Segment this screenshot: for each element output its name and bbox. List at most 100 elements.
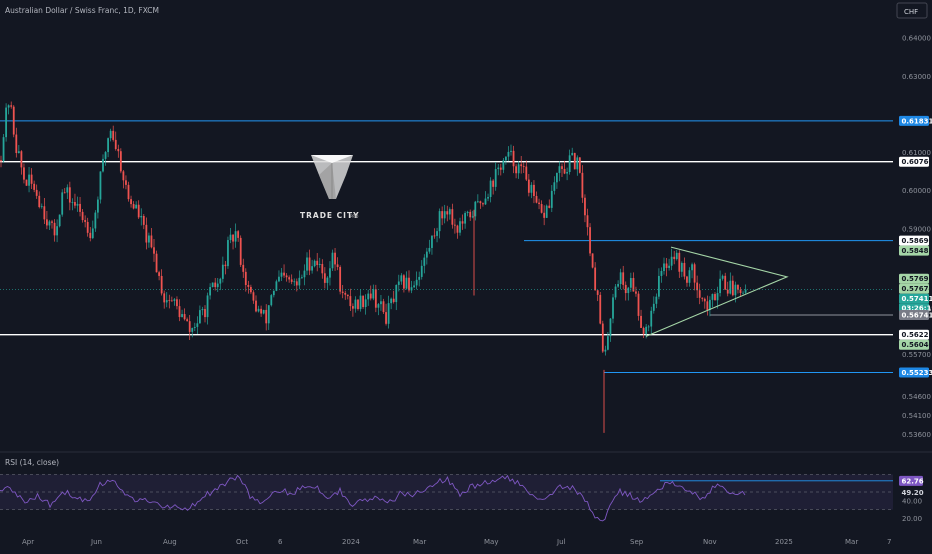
candle-body bbox=[467, 212, 469, 213]
candle-body bbox=[273, 291, 275, 295]
candle-body bbox=[701, 298, 703, 299]
candle-body bbox=[347, 295, 349, 296]
candle-body bbox=[714, 294, 716, 300]
candle-body bbox=[212, 283, 214, 287]
candle-body bbox=[288, 277, 290, 279]
candle-body bbox=[566, 172, 568, 174]
candle-body bbox=[235, 231, 237, 241]
candle-body bbox=[263, 310, 265, 314]
candle-body bbox=[630, 278, 632, 288]
candle-body bbox=[385, 312, 387, 324]
candle-body bbox=[505, 157, 507, 161]
candle-body bbox=[5, 108, 7, 138]
candle-body bbox=[497, 168, 499, 169]
candle-body bbox=[717, 293, 719, 300]
candle-body bbox=[541, 204, 543, 213]
candle-body bbox=[41, 206, 43, 207]
candle-body bbox=[518, 164, 520, 173]
candle-body bbox=[525, 167, 527, 180]
candle-body bbox=[0, 160, 2, 161]
candle-body bbox=[51, 221, 53, 222]
watermark-brand-suffix: PRO bbox=[350, 214, 358, 219]
time-tick-label: 7 bbox=[887, 538, 891, 546]
currency-button-label[interactable]: CHF bbox=[904, 8, 918, 16]
time-tick-label: Oct bbox=[236, 538, 248, 546]
candle-body bbox=[191, 328, 193, 332]
candle-body bbox=[64, 192, 66, 193]
time-tick-label: 6 bbox=[278, 538, 283, 546]
candle-body bbox=[66, 187, 68, 192]
candle-body bbox=[393, 299, 395, 302]
candle-body bbox=[10, 105, 12, 106]
candle-body bbox=[306, 258, 308, 271]
candle-body bbox=[321, 264, 323, 273]
candle-body bbox=[334, 253, 336, 265]
candle-body bbox=[31, 175, 33, 184]
time-tick-label: Sep bbox=[630, 538, 644, 546]
candle-body bbox=[612, 297, 614, 318]
candle-body bbox=[551, 191, 553, 208]
candle-body bbox=[686, 277, 688, 283]
time-tick-label: Nov bbox=[703, 538, 717, 546]
price-tag-label: 0.58690 bbox=[902, 237, 932, 245]
candle-body bbox=[515, 166, 517, 173]
price-tag-label: 0.56040 bbox=[902, 341, 932, 349]
candle-body bbox=[492, 181, 494, 187]
candle-body bbox=[79, 204, 81, 212]
candle-body bbox=[513, 151, 515, 166]
candle-body bbox=[8, 105, 10, 107]
candle-body bbox=[355, 300, 357, 309]
candle-body bbox=[168, 300, 170, 301]
candle-body bbox=[658, 276, 660, 297]
candle-body bbox=[110, 131, 112, 138]
candle-body bbox=[82, 212, 84, 220]
candle-body bbox=[281, 273, 283, 277]
candle-body bbox=[202, 309, 204, 310]
candle-body bbox=[265, 310, 267, 323]
candle-body bbox=[625, 285, 627, 293]
candle-body bbox=[709, 300, 711, 310]
candle-body bbox=[270, 295, 272, 305]
candle-body bbox=[602, 324, 604, 352]
candle-body bbox=[54, 223, 56, 236]
candle-body bbox=[342, 292, 344, 293]
price-tag-label: 0.57674 bbox=[902, 285, 932, 293]
candle-body bbox=[737, 285, 739, 290]
candle-body bbox=[189, 321, 191, 332]
candle-body bbox=[153, 247, 155, 253]
candle-body bbox=[115, 140, 117, 149]
candle-body bbox=[584, 198, 586, 216]
price-tick-label: 0.61000 bbox=[902, 149, 931, 157]
candle-body bbox=[107, 138, 109, 152]
candle-body bbox=[388, 303, 390, 324]
candle-body bbox=[671, 257, 673, 266]
candle-body bbox=[495, 169, 497, 187]
rsi-title: RSI (14, close) bbox=[5, 458, 59, 467]
candle-body bbox=[684, 263, 686, 277]
candle-body bbox=[283, 273, 285, 276]
time-tick-label: Jul bbox=[556, 538, 566, 546]
candle-body bbox=[237, 231, 239, 238]
candle-body bbox=[26, 180, 28, 186]
candle-body bbox=[413, 285, 415, 287]
candle-body bbox=[673, 257, 675, 259]
candle-body bbox=[579, 157, 581, 172]
candle-body bbox=[454, 225, 456, 226]
candle-body bbox=[199, 310, 201, 323]
candle-body bbox=[204, 309, 206, 317]
candle-body bbox=[464, 213, 466, 224]
candle-body bbox=[538, 203, 540, 204]
candle-body bbox=[462, 221, 464, 223]
candle-body bbox=[18, 151, 20, 153]
currency-button[interactable]: CHF bbox=[897, 3, 927, 18]
candle-body bbox=[416, 280, 418, 286]
candle-body bbox=[324, 273, 326, 283]
candle-body bbox=[543, 213, 545, 218]
candle-body bbox=[615, 287, 617, 298]
candle-body bbox=[607, 336, 609, 349]
candle-body bbox=[176, 299, 178, 306]
candle-body bbox=[151, 235, 153, 247]
candle-body bbox=[69, 187, 71, 202]
candle-body bbox=[370, 294, 372, 299]
